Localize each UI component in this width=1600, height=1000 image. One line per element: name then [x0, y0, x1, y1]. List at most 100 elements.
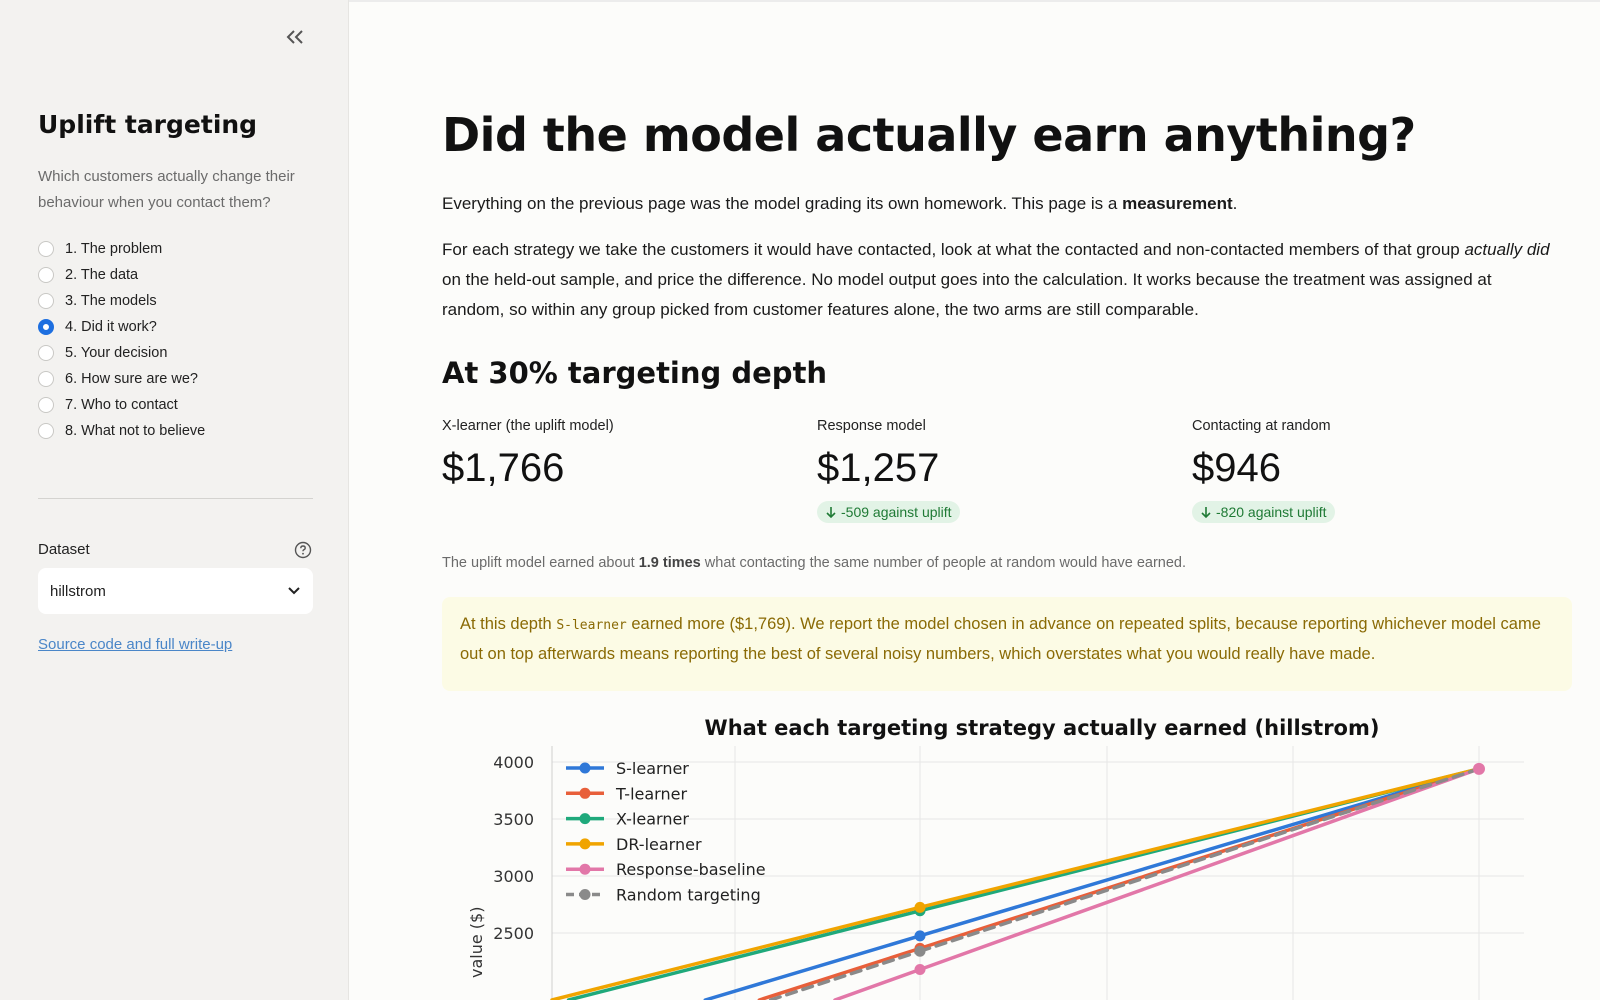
method-emphasis: actually did	[1464, 240, 1550, 259]
nav-item-who-to-contact[interactable]: 7. Who to contact	[38, 392, 318, 418]
legend-swatch-point	[579, 762, 591, 774]
radio-icon	[38, 397, 54, 413]
double-chevron-left-icon	[286, 30, 303, 44]
section-title: At 30% targeting depth	[442, 356, 828, 390]
series-point	[914, 963, 926, 975]
series-line-lower	[550, 905, 922, 1000]
metric-delta: -820 against uplift	[1192, 501, 1335, 523]
collapse-sidebar-button[interactable]	[280, 24, 310, 50]
metric-x-learner: X-learner (the uplift model) $1,766	[442, 418, 782, 491]
arrow-down-icon	[826, 506, 836, 518]
nav-item-what-not-to-believe[interactable]: 8. What not to believe	[38, 418, 318, 444]
metric-label: X-learner (the uplift model)	[442, 418, 614, 434]
legend-entry: Random targeting	[616, 886, 761, 905]
legend-entry: S-learner	[616, 759, 689, 778]
radio-icon	[38, 423, 54, 439]
chevron-down-icon	[288, 587, 300, 595]
intro-end: .	[1232, 194, 1238, 213]
intro-text: Everything on the previous page was the …	[442, 194, 1123, 213]
y-tick-label: 4000	[493, 753, 534, 772]
series-line	[918, 767, 1481, 953]
radio-icon	[38, 371, 54, 387]
method-text: For each strategy we take the customers …	[442, 240, 1465, 259]
legend-swatch-point	[579, 787, 591, 799]
legend-entry: Response-baseline	[616, 860, 766, 879]
nav-item-label: 2. The data	[65, 267, 139, 283]
page-navigation: 1. The problem 2. The data 3. The models…	[38, 236, 318, 444]
caption-text-end: what contacting the same number of peopl…	[700, 555, 1187, 571]
source-code-link[interactable]: Source code and full write-up	[38, 636, 233, 653]
intro-emphasis: measurement	[1122, 194, 1233, 213]
nav-item-models[interactable]: 3. The models	[38, 288, 318, 314]
earnings-chart: What each targeting strategy actually ea…	[442, 710, 1572, 1000]
dataset-select-value: hillstrom	[50, 582, 106, 600]
nav-item-problem[interactable]: 1. The problem	[38, 236, 318, 262]
series-line	[918, 767, 1481, 938]
caption-text: The uplift model earned about	[442, 555, 639, 571]
series-line-lower	[768, 949, 922, 1000]
metric-label: Response model	[817, 418, 926, 434]
radio-selected-icon	[38, 319, 54, 335]
nav-item-decision[interactable]: 5. Your decision	[38, 340, 318, 366]
chart-title: What each targeting strategy actually ea…	[705, 716, 1380, 740]
arrow-down-icon	[1201, 506, 1211, 518]
nav-item-label: 4. Did it work?	[65, 319, 157, 335]
metric-value: $946	[1192, 446, 1281, 490]
nav-item-label: 5. Your decision	[65, 345, 168, 361]
nav-item-label: 8. What not to believe	[65, 423, 206, 439]
nav-item-label: 7. Who to contact	[65, 397, 178, 413]
radio-icon	[38, 267, 54, 283]
page-title: Did the model actually earn anything?	[442, 108, 1416, 162]
series-line-lower	[566, 909, 922, 1000]
warning-text: At this depth	[460, 615, 557, 633]
y-tick-label: 3000	[493, 867, 534, 886]
metric-delta-text: -820 against uplift	[1216, 504, 1327, 520]
nav-item-label: 1. The problem	[65, 241, 163, 257]
sidebar-divider	[38, 498, 313, 499]
top-border	[349, 0, 1600, 2]
radio-icon	[38, 293, 54, 309]
metric-delta-text: -509 against uplift	[841, 504, 952, 520]
metric-label: Contacting at random	[1192, 418, 1331, 434]
nav-item-data[interactable]: 2. The data	[38, 262, 318, 288]
nav-item-label: 3. The models	[65, 293, 157, 309]
metric-value: $1,257	[817, 446, 940, 490]
nav-item-did-it-work[interactable]: 4. Did it work?	[38, 314, 318, 340]
dataset-select[interactable]: hillstrom	[38, 568, 313, 614]
legend-entry: T-learner	[615, 784, 687, 803]
metric-value: $1,766	[442, 446, 565, 490]
sidebar-subtitle: Which customers actually change their be…	[38, 168, 295, 211]
warning-text-end: earned more ($1,769). We report the mode…	[460, 615, 1541, 663]
nav-item-label: 6. How sure are we?	[65, 371, 198, 387]
legend-entry: X-learner	[616, 810, 689, 829]
sidebar-title: Uplift targeting	[38, 110, 258, 139]
series-line	[918, 767, 1481, 910]
legend-swatch-point	[579, 889, 591, 900]
ratio-caption: The uplift model earned about 1.9 times …	[442, 555, 1186, 571]
series-point	[914, 930, 926, 942]
metric-random: Contacting at random $946 -820 against u…	[1192, 418, 1532, 524]
legend-swatch-point	[579, 863, 591, 875]
warning-callout: At this depth S-learner earned more ($1,…	[442, 597, 1572, 691]
main-content: Did the model actually earn anything? Ev…	[349, 0, 1600, 1000]
metric-response-model: Response model $1,257 -509 against uplif…	[817, 418, 1157, 524]
radio-icon	[38, 345, 54, 361]
series-point-end	[1473, 762, 1485, 775]
method-paragraph: For each strategy we take the customers …	[442, 235, 1552, 325]
method-text-end: on the held-out sample, and price the di…	[442, 270, 1492, 319]
series-point	[914, 901, 926, 913]
intro-paragraph: Everything on the previous page was the …	[442, 189, 1552, 219]
caption-emphasis: 1.9 times	[638, 555, 701, 571]
earnings-chart-svg: What each targeting strategy actually ea…	[467, 716, 1524, 1000]
series-line-lower	[833, 967, 922, 1000]
nav-item-how-sure[interactable]: 6. How sure are we?	[38, 366, 318, 392]
help-icon[interactable]	[294, 541, 312, 559]
legend-swatch-point	[579, 813, 591, 825]
sidebar: Uplift targeting Which customers actuall…	[0, 0, 349, 1000]
y-axis-label: value ($)	[467, 907, 486, 978]
metric-delta: -509 against uplift	[817, 501, 960, 523]
radio-icon	[38, 241, 54, 257]
series-line-lower	[757, 946, 922, 1000]
series-point	[914, 945, 926, 957]
y-tick-label: 3500	[493, 810, 534, 829]
